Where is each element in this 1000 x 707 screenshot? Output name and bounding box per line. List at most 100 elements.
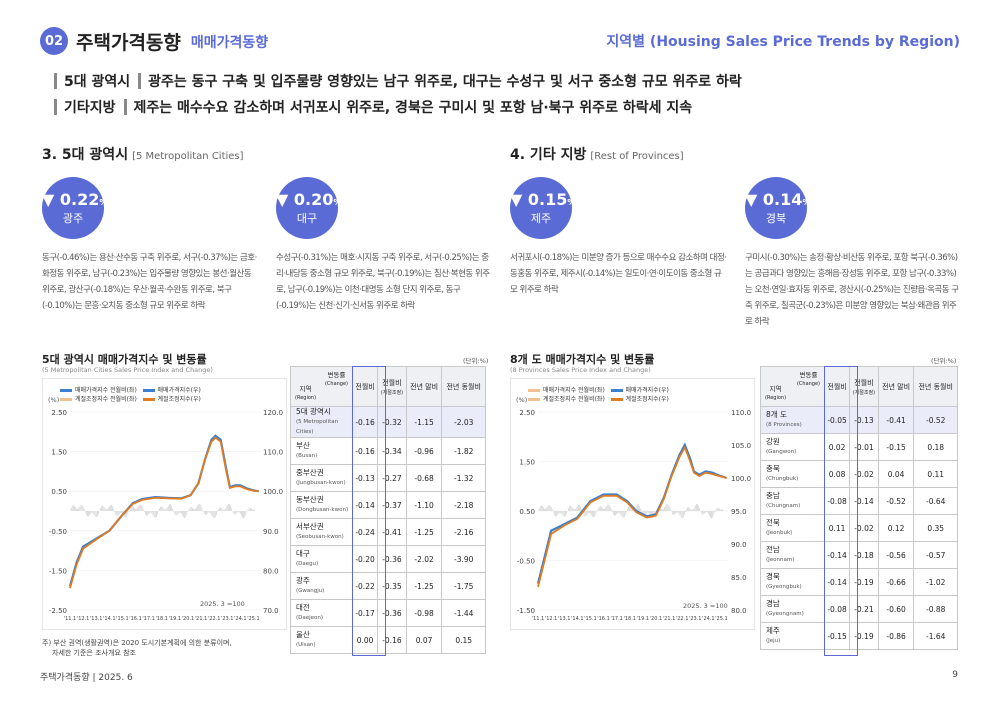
gyeongbuk-change-circle: ▼ 0.14% 경북 [745, 177, 810, 239]
header-right-title: 지역별 (Housing Sales Price Trends by Regio… [606, 34, 960, 50]
right-unit: (단위:%) [931, 357, 957, 365]
table-row: 중부산권 (Jungbusan-kwon) -0.13 -0.27 -0.68 -1.32 [290, 464, 486, 492]
value-cell: -0.19 [849, 568, 879, 596]
table-row: 울산 (Ulsan) 0.00 -0.16 0.07 0.15 [290, 626, 486, 654]
table-row: 강원 (Gangwon) 0.02 -0.01 -0.15 0.18 [760, 433, 958, 461]
left-change-table: 변동률 (Change) 지역 (Region) 전월비 전월비 (계절조정) 전년 … [290, 366, 486, 654]
value-cell: -0.36 [377, 599, 407, 627]
value-cell: -1.02 [913, 568, 958, 596]
region-cell: 광주 (Gwangju) [290, 572, 353, 600]
x-tick-label: '24.1 [234, 616, 247, 622]
left-chart-title: 5대 광역시 매매가격지수 및 변동률 [42, 353, 207, 366]
value-cell: -0.37 [377, 491, 407, 519]
table-row: 대전 (Daejeon) -0.17 -0.36 -0.98 -1.44 [290, 599, 486, 627]
region-cell: 전남 (Jeonnam) [760, 541, 825, 569]
value-cell: -0.88 [913, 595, 958, 623]
x-tick-label: '20.1 [650, 616, 663, 622]
y-left-tick-label: 1.50 [51, 449, 67, 457]
region-cell: 경북 (Gyeongbuk) [760, 568, 825, 596]
region-cell: 대구 (Daegu) [290, 545, 353, 573]
summary-tag: 5대 광역시 [64, 74, 131, 90]
daegu-change-circle: ▼ 0.20% 대구 [276, 177, 341, 239]
region-cell: 울산 (Ulsan) [290, 626, 353, 654]
x-tick-label: '20.1 [182, 616, 195, 622]
page-header: 02 주택가격동향 매매가격동향 지역별 (Housing Sales Pric… [40, 26, 960, 56]
y-left-tick-label: 0.50 [519, 508, 535, 516]
col-header: 전월비 (계절조정) [377, 366, 407, 407]
value-cell: -0.24 [351, 518, 379, 546]
x-tick-label: '14.1 [571, 616, 584, 622]
x-tick-label: '24.1 [702, 616, 715, 622]
value-cell: -0.16 [351, 437, 379, 465]
region-cell: 강원 (Gangwon) [760, 433, 825, 461]
value-cell: -1.32 [441, 464, 486, 492]
y-left-tick-label: 1.50 [519, 459, 535, 467]
x-tick-label: '25.1 [247, 616, 260, 622]
value-cell: -0.98 [405, 599, 443, 627]
value-cell: -0.32 [377, 406, 407, 438]
y-right-tick-label: 100.0 [731, 475, 751, 483]
value-cell: -1.82 [441, 437, 486, 465]
value-cell: -0.14 [823, 568, 851, 596]
value-cell: -1.10 [405, 491, 443, 519]
value-cell: -0.56 [877, 541, 915, 569]
value-cell: -0.41 [377, 518, 407, 546]
jeju-description: 서귀포시(-0.18%)는 미분양 증가 등으로 매수수요 감소하며 대정·동홍… [510, 253, 727, 295]
value-cell: -0.52 [913, 406, 958, 434]
value-cell: -0.02 [849, 460, 879, 488]
col-header: 전월비 [351, 366, 379, 407]
page-number: 9 [952, 670, 958, 680]
value-cell: -0.68 [405, 464, 443, 492]
x-tick-label: '19.1 [169, 616, 182, 622]
chart-frame [42, 378, 287, 630]
value-cell: -0.15 [877, 433, 915, 461]
y-right-tick-label: 90.0 [263, 528, 279, 536]
value-cell: -0.86 [877, 622, 915, 650]
left-unit: (단위:%) [463, 357, 489, 365]
y-right-tick-label: 120.0 [263, 409, 283, 417]
section-number: 02 [40, 27, 68, 55]
x-tick-label: '18.1 [155, 616, 168, 622]
left-section-title: 3. 5대 광역시 [5 Metropolitan Cities] [42, 147, 244, 163]
value-cell: -2.18 [441, 491, 486, 519]
table-row: 경북 (Gyeongbuk) -0.14 -0.19 -0.66 -1.02 [760, 568, 958, 596]
table-row: 부산 (Busan) -0.16 -0.34 -0.96 -1.82 [290, 437, 486, 465]
value-cell: 0.07 [405, 626, 443, 654]
table-row: 충남 (Chungnam) -0.08 -0.14 -0.52 -0.64 [760, 487, 958, 515]
value-cell: -0.96 [405, 437, 443, 465]
x-tick-label: '13.1 [90, 616, 103, 622]
left-chart-subtitle: (5 Metropolitan Cities Sales Price Index… [42, 366, 213, 374]
x-tick-label: '21.1 [195, 616, 208, 622]
x-tick-label: '21.1 [663, 616, 676, 622]
region-cell: 서부산권 (Seobusan-kwon) [290, 518, 353, 546]
summary-block: 5대 광역시 광주는 동구 구축 및 입주물량 영향있는 남구 위주로, 대구는 … [54, 68, 954, 120]
value-cell: -0.17 [351, 599, 379, 627]
value-cell: 0.35 [913, 514, 958, 542]
chart-frame [510, 378, 755, 630]
value-cell: -0.14 [823, 541, 851, 569]
table-row: 서부산권 (Seobusan-kwon) -0.24 -0.41 -1.25 -2.16 [290, 518, 486, 546]
table-row: 5대 광역시 (5 Metropolitan Cities) -0.16 -0.32-… [290, 406, 486, 438]
region-cell: 제주 (Jeju) [760, 622, 825, 650]
y-left-tick-label: 0.50 [51, 488, 67, 496]
y-right-tick-label: 100.0 [263, 488, 283, 496]
x-tick-label: '16.1 [597, 616, 610, 622]
value-cell: 0.18 [913, 433, 958, 461]
y-right-tick-label: 110.0 [731, 409, 751, 417]
daegu-description: 수성구(-0.31%)는 매호·시지동 구축 위주로, 서구(-0.25%)는 … [276, 253, 490, 311]
region-cell: 8개 도 (8 Provinces) [760, 406, 825, 434]
left-base-note: 2025. 3 =100 [200, 600, 245, 608]
y-left-tick-label: -0.50 [49, 528, 67, 536]
value-cell: -0.05 [823, 406, 851, 434]
series-line [537, 445, 727, 588]
x-tick-label: '17.1 [142, 616, 155, 622]
value-cell: -0.08 [823, 487, 851, 515]
value-cell: -1.64 [913, 622, 958, 650]
summary-text: 제주는 매수수요 감소하며 서귀포시 위주로, 경북은 구미시 및 포항 남·북… [133, 100, 693, 116]
x-tick-label: '13.1 [558, 616, 571, 622]
x-tick-label: '17.1 [610, 616, 623, 622]
value-cell: -1.44 [441, 599, 486, 627]
value-cell: -0.01 [849, 433, 879, 461]
value-cell: -0.41 [877, 406, 915, 434]
x-tick-label: '18.1 [623, 616, 636, 622]
